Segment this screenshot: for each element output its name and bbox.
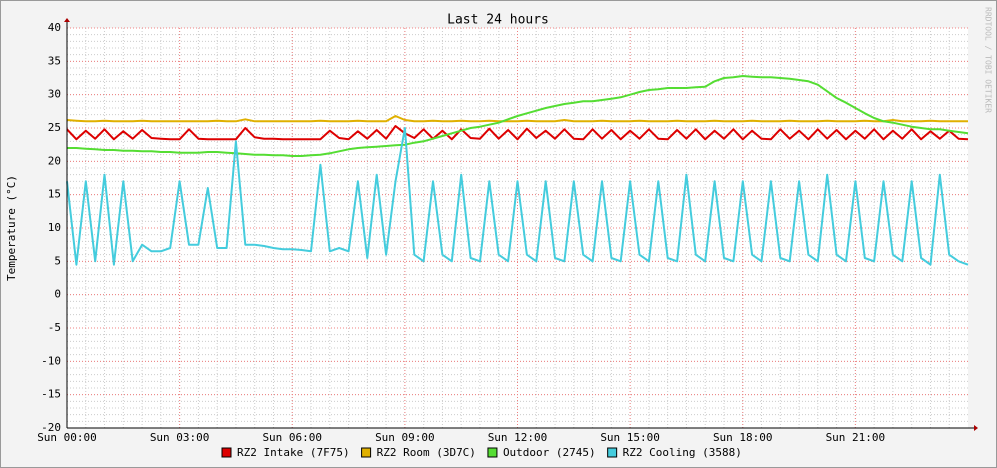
x-tick-label: Sun 15:00 — [600, 431, 660, 444]
legend-label: RZ2 Room (3D7C) — [377, 446, 476, 459]
y-tick-label: -10 — [41, 354, 61, 367]
lines — [66, 75, 969, 266]
y-axis-label: Temperature (°C) — [5, 175, 18, 281]
y-tick-label: 40 — [48, 21, 61, 34]
x-tick-label: Sun 03:00 — [150, 431, 210, 444]
y-tick-label: 5 — [54, 254, 61, 267]
legend-swatch — [487, 447, 498, 458]
grid — [66, 27, 968, 429]
y-tick-label: 25 — [48, 121, 61, 134]
legend-swatch — [607, 447, 618, 458]
watermark: RRDTOOL / TOBI OETIKER — [984, 7, 993, 113]
y-tick-label: 30 — [48, 88, 61, 101]
y-arrow — [64, 18, 70, 22]
y-tick-label: 35 — [48, 54, 61, 67]
y-tick-label: 20 — [48, 154, 61, 167]
x-arrow — [974, 425, 978, 431]
legend-swatch — [221, 447, 232, 458]
x-tick-label: Sun 12:00 — [488, 431, 548, 444]
series-line — [66, 115, 968, 123]
y-tick-label: 0 — [54, 288, 61, 301]
legend: RZ2 Intake (7F75) RZ2 Room (3D7C) Outdoor … — [221, 446, 742, 459]
legend-label: Outdoor (2745) — [503, 446, 596, 459]
x-tick-label: Sun 18:00 — [713, 431, 773, 444]
legend-label: RZ2 Cooling (3588) — [623, 446, 742, 459]
x-tick-label: Sun 09:00 — [375, 431, 435, 444]
x-tick-label: Sun 00:00 — [37, 431, 97, 444]
series-line — [67, 75, 969, 157]
y-tick-label: -15 — [41, 388, 61, 401]
y-tick-label: 15 — [48, 188, 61, 201]
x-tick-label: Sun 06:00 — [262, 431, 322, 444]
y-tick-label: -5 — [48, 321, 61, 334]
series-line — [66, 125, 969, 141]
series-line — [66, 127, 969, 266]
y-tick-label: -20 — [41, 421, 61, 434]
legend-swatch — [361, 447, 372, 458]
x-tick-label: Sun 21:00 — [826, 431, 886, 444]
y-tick-label: 10 — [48, 221, 61, 234]
legend-label: RZ2 Intake (7F75) — [237, 446, 350, 459]
chart-title: Last 24 hours — [447, 13, 549, 28]
axes — [64, 18, 978, 431]
